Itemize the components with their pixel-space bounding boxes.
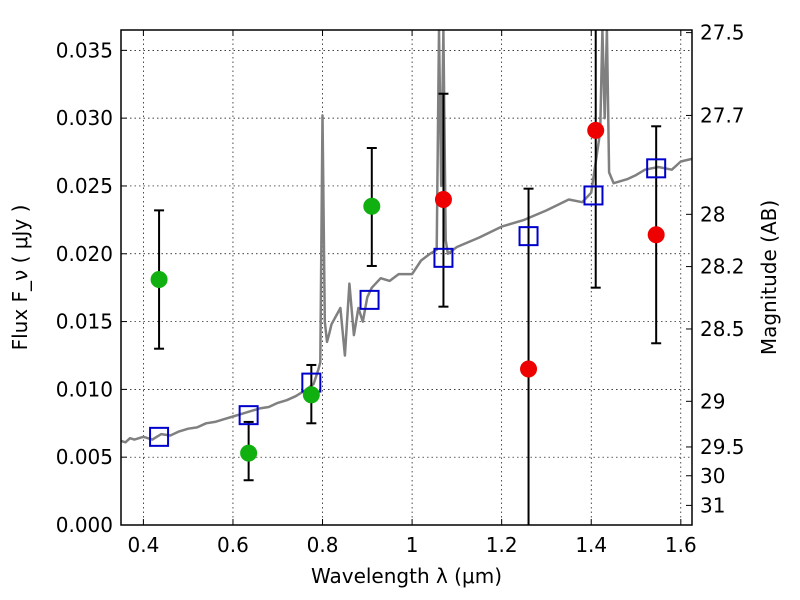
x-tick-label: 0.4: [127, 533, 159, 557]
x-axis-title: Wavelength λ (μm): [311, 564, 502, 588]
x-tick-label: 1.6: [665, 533, 697, 557]
observed-point: [363, 197, 381, 215]
y-tick-label: 0.030: [56, 106, 113, 130]
y2-tick-label: 30: [700, 464, 725, 488]
model-photometry-layer: [149, 158, 667, 447]
y2-tick-label: 27.5: [700, 21, 745, 45]
observed-point: [302, 386, 320, 404]
y2-tick-label: 28: [700, 202, 725, 226]
y2-tick-label: 29: [700, 389, 725, 413]
y-tick-label: 0.015: [56, 310, 113, 334]
grid-lines: [121, 30, 692, 526]
observed-point: [647, 226, 665, 244]
y2-axis-title: Magnitude (AB): [757, 200, 781, 355]
y-tick-label: 0.005: [56, 445, 113, 469]
model-spectrum-line: [121, 30, 692, 444]
x-tick-label: 1.2: [486, 533, 518, 557]
y-tick-label: 0.025: [56, 174, 113, 198]
error-bars-layer: [154, 30, 662, 525]
observed-point: [434, 191, 452, 209]
y-tick-label: 0.010: [56, 377, 113, 401]
observed-point: [240, 444, 258, 462]
y-tick-label: 0.035: [56, 38, 113, 62]
y2-tick-label: 28.5: [700, 317, 745, 341]
observed-point: [150, 271, 168, 289]
model-photometry-square: [583, 185, 604, 206]
observed-point: [520, 360, 538, 378]
model-photometry-square: [359, 289, 380, 310]
axis-ticks: [121, 30, 692, 526]
y2-tick-label: 31: [700, 493, 725, 517]
x-tick-label: 0.8: [307, 533, 339, 557]
y-tick-label: 0.020: [56, 242, 113, 266]
y2-tick-label: 27.7: [700, 103, 745, 127]
model-photometry-square: [646, 158, 667, 179]
x-tick-label: 0.6: [217, 533, 249, 557]
y-axis-title: Flux F_ν ( μJy ): [8, 205, 32, 351]
observed-photometry-layer: [150, 121, 665, 462]
x-tick-label: 1.4: [575, 533, 607, 557]
y-tick-label: 0.000: [56, 513, 113, 537]
observed-point: [587, 121, 605, 139]
y2-tick-label: 28.2: [700, 255, 745, 279]
model-photometry-square: [149, 426, 170, 447]
model-photometry-square: [238, 405, 259, 426]
model-photometry-square: [518, 226, 539, 247]
model-spectrum-layer: [121, 30, 692, 444]
tick-labels: 0.4 0.6 0.8 1 1.2 1.4 1.6 0.000 0.005 0.010 0.015 0…: [56, 21, 745, 557]
model-photometry-square: [433, 247, 454, 268]
plot-frame: [120, 29, 693, 526]
x-tick-label: 1: [406, 533, 419, 557]
y2-tick-label: 29.5: [700, 435, 745, 459]
